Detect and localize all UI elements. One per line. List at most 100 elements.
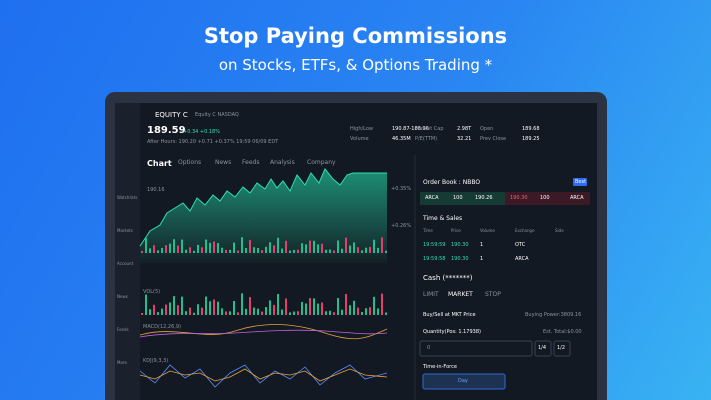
tif-value[interactable]: Day xyxy=(458,378,468,384)
tab[interactable]: Company xyxy=(307,159,336,166)
volume-bar xyxy=(233,300,235,315)
sidebar-item[interactable]: News xyxy=(117,294,128,299)
volume-bar xyxy=(333,250,335,253)
sidebar-item[interactable]: Feeds xyxy=(117,327,129,332)
order-type[interactable]: STOP xyxy=(485,291,501,298)
volume-bar xyxy=(313,298,315,315)
volume-bar xyxy=(297,249,299,253)
volume-bar xyxy=(377,308,379,315)
volume-bar xyxy=(293,249,295,253)
volume-bar xyxy=(381,293,383,315)
volume-bar xyxy=(265,307,267,315)
volume-bar xyxy=(337,240,339,253)
column-header: Price xyxy=(451,228,461,233)
volume-bar xyxy=(373,296,375,315)
sidebar-item[interactable]: Account xyxy=(117,261,134,266)
volume-bar xyxy=(205,239,207,253)
tab[interactable]: Feeds xyxy=(242,159,260,166)
est-total: Est. Total:$0.00 xyxy=(543,329,582,335)
volume-bar xyxy=(181,296,183,315)
volume-bar xyxy=(173,239,175,253)
volume-bar xyxy=(333,312,335,315)
volume-bar xyxy=(321,243,323,253)
volume-bar xyxy=(241,237,243,253)
volume-bar xyxy=(161,247,163,253)
stat-label: P/E(TTM) xyxy=(415,136,438,142)
fraction[interactable]: 1/2 xyxy=(557,345,566,351)
order-type[interactable]: LIMIT xyxy=(423,291,439,298)
volume-bar xyxy=(165,304,167,315)
volume-bar xyxy=(353,242,355,253)
bid-bg xyxy=(420,192,505,205)
ts-cell: 19:59:59 xyxy=(423,242,446,248)
volume-bar xyxy=(269,242,271,253)
volume-bar xyxy=(277,294,279,315)
exchange: Equity C NASDAQ xyxy=(195,112,239,118)
tif-button xyxy=(422,373,506,390)
account: Cash (*******) xyxy=(423,274,473,282)
volume-bar xyxy=(149,309,151,315)
volume-bar xyxy=(257,247,259,253)
volume-bar xyxy=(161,308,163,315)
volume-bar xyxy=(273,304,275,315)
bid-cell: ARCA xyxy=(425,195,439,201)
stat-value: 190.87-188.96 xyxy=(392,126,429,132)
fraction[interactable]: 1/4 xyxy=(538,345,547,351)
tab[interactable]: Chart xyxy=(147,159,172,168)
stat-label: High/Low xyxy=(350,126,374,132)
price-area xyxy=(140,169,387,263)
volume-bar xyxy=(349,245,351,253)
volume-bar xyxy=(213,241,215,253)
volume-bar xyxy=(209,242,211,253)
volume-bar xyxy=(201,247,203,253)
volume-bar xyxy=(189,307,191,315)
order-type[interactable]: MARKET xyxy=(448,291,473,298)
column-header: Exchange xyxy=(515,228,535,233)
volume-bar xyxy=(357,307,359,315)
volume-bar xyxy=(217,301,219,315)
sidebar-item[interactable]: Watchlists xyxy=(117,195,138,200)
quantity[interactable]: 0 xyxy=(427,345,431,351)
volume-bar xyxy=(269,300,271,315)
best-badge-text: Best xyxy=(575,179,587,185)
volume-bar xyxy=(245,248,247,253)
macd-line xyxy=(139,324,388,340)
volume-bar xyxy=(233,242,235,253)
volume-bar xyxy=(345,293,347,315)
stat-label: Open xyxy=(480,126,494,132)
volume-bar xyxy=(149,248,151,253)
ts-cell: 19:59:58 xyxy=(423,256,446,262)
sidebar-item[interactable]: More xyxy=(117,360,127,365)
order-book-title: Order Book : NBBO xyxy=(423,179,481,186)
best-badge xyxy=(573,178,587,186)
ask-cell: 190.30 xyxy=(510,195,528,201)
ask-cell: 100 xyxy=(540,195,550,201)
column-header: Side xyxy=(555,228,564,233)
qty-input xyxy=(419,340,533,357)
volume-bar xyxy=(229,249,231,253)
buying-power: Buying Power:3809.16 xyxy=(525,312,582,318)
tab[interactable]: Options xyxy=(178,159,202,166)
subheadline: on Stocks, ETFs, & Options Trading * xyxy=(218,56,493,74)
volume-bar xyxy=(153,304,155,315)
change: +0.34 +0.18% xyxy=(183,129,220,135)
kdj-line xyxy=(139,364,388,388)
volume-bar xyxy=(217,243,219,253)
volume-bar xyxy=(285,240,287,253)
stat-value: 46.35M xyxy=(392,136,411,142)
volume-bar xyxy=(177,305,179,315)
tab[interactable]: News xyxy=(215,159,232,166)
tab[interactable]: Analysis xyxy=(270,159,295,166)
sidebar-item[interactable]: Markets xyxy=(117,228,133,233)
volume-bar xyxy=(189,247,191,253)
volume-bar xyxy=(213,299,215,315)
ts-cell: 190.30 xyxy=(451,242,469,248)
volume-bar xyxy=(349,305,351,315)
volume-bar xyxy=(317,244,319,253)
volume-bar xyxy=(341,309,343,315)
volume-bar xyxy=(317,303,319,315)
ts-cell: OTC xyxy=(515,242,526,248)
volume-bars xyxy=(141,237,387,315)
volume-bar xyxy=(353,300,355,315)
kdj-line xyxy=(139,368,388,382)
